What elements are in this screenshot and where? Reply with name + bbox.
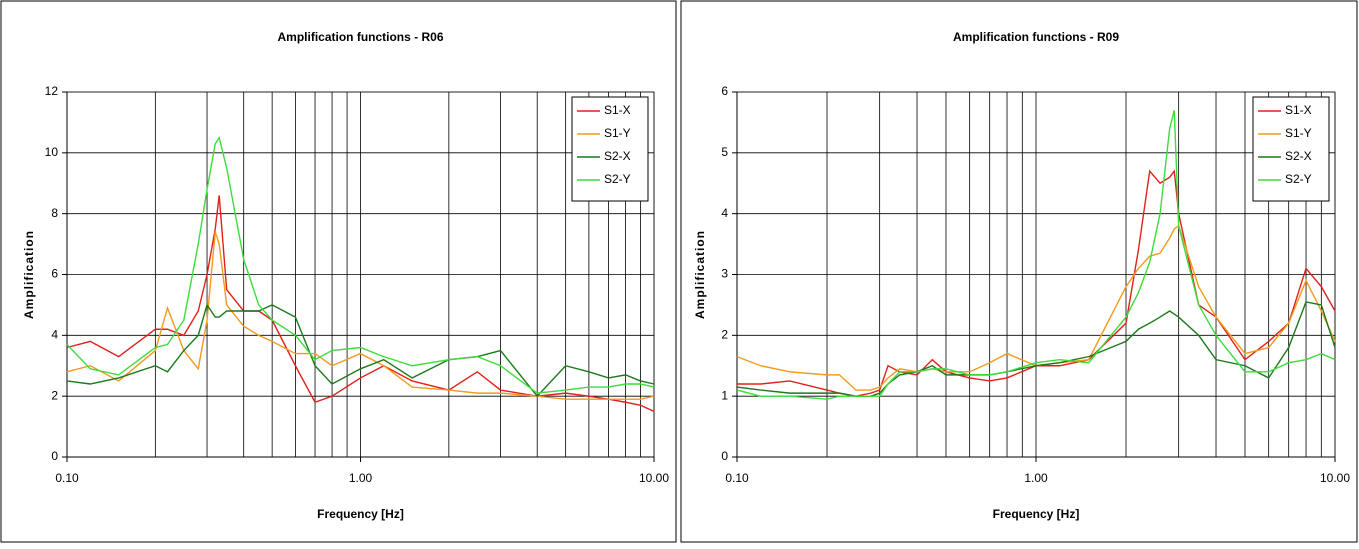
y-tick-label: 8: [51, 206, 58, 220]
x-tick-label: 10.00: [1320, 471, 1350, 485]
y-tick-label: 6: [721, 84, 728, 98]
series-line: [66, 195, 655, 413]
y-tick-label: 10: [45, 145, 59, 159]
legend-label: S2-Y: [1285, 172, 1312, 186]
y-tick-label: 12: [45, 84, 59, 98]
series-line: [66, 135, 655, 394]
legend-label: S1-X: [604, 103, 631, 117]
legend-label: S2-X: [604, 149, 631, 163]
chart: Amplification functions - R06 0 2 4 6 8 10 12 0.…: [0, 0, 677, 543]
y-tick-label: 5: [721, 145, 728, 159]
x-axis-label: Frequency [Hz]: [993, 507, 1080, 521]
y-tick-label: 4: [721, 206, 728, 220]
y-tick-label: 2: [51, 388, 58, 402]
legend-label: S2-X: [1285, 149, 1312, 163]
y-tick-label: 3: [721, 267, 728, 281]
x-tick-label: 0.10: [55, 471, 79, 485]
y-tick-label: 0: [51, 449, 58, 463]
x-tick-label: 1.00: [1024, 471, 1048, 485]
chart: Amplification functions - R09 0 1 2 3 4 5 6 0.10…: [680, 0, 1358, 543]
legend-box: [1252, 96, 1330, 202]
chart-title: Amplification functions - R06: [277, 30, 443, 44]
chart-title: Amplification functions - R09: [953, 30, 1119, 44]
y-tick-label: 1: [721, 388, 728, 402]
x-tick-label: 1.00: [349, 471, 373, 485]
series-line: [66, 303, 655, 398]
series-line: [736, 110, 1336, 400]
legend-label: S2-Y: [604, 172, 631, 186]
x-tick-label: 10.00: [639, 471, 669, 485]
legend-label: S1-Y: [604, 126, 631, 140]
y-tick-label: 4: [51, 328, 58, 342]
series-line: [737, 169, 1336, 397]
y-axis-label: Amplification: [693, 230, 707, 319]
legend-label: S1-X: [1285, 103, 1312, 117]
legend-label: S1-Y: [1285, 126, 1312, 140]
y-tick-label: 2: [721, 328, 728, 342]
x-tick-label: 0.10: [725, 471, 749, 485]
y-axis-label: Amplification: [22, 230, 36, 319]
y-tick-label: 6: [51, 267, 58, 281]
legend-box: [571, 96, 649, 202]
x-axis-label: Frequency [Hz]: [317, 507, 404, 521]
y-tick-label: 0: [721, 449, 728, 463]
series-line: [66, 231, 655, 400]
